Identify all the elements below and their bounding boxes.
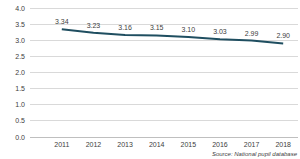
y-tick-label: 3.5 [15, 21, 25, 28]
grid-line [30, 120, 298, 121]
y-tick-label: 1.5 [15, 85, 25, 92]
grid-line [30, 24, 298, 25]
x-tick-label: 2011 [54, 141, 69, 148]
data-label: 2.99 [245, 30, 259, 37]
x-tick-label: 2015 [181, 141, 197, 148]
grid-line [30, 104, 298, 105]
y-tick-label: 3.0 [15, 37, 25, 44]
grid-line [30, 8, 298, 9]
data-label: 3.03 [213, 28, 227, 35]
data-label: 3.23 [87, 22, 101, 29]
x-tick-label: 2016 [212, 141, 228, 148]
data-label: 2.90 [276, 32, 290, 39]
data-label: 3.34 [55, 18, 69, 25]
y-tick-label: 1.0 [15, 101, 25, 108]
y-tick-label: 0.5 [15, 117, 25, 124]
y-tick-label: 4.0 [15, 5, 25, 12]
grid-line [30, 137, 298, 138]
source-note: Source: National pupil database [212, 151, 298, 157]
y-tick-label: 2.5 [15, 53, 25, 60]
grid-line [30, 72, 298, 73]
x-tick-label: 2018 [275, 141, 291, 148]
data-label: 3.16 [118, 24, 132, 31]
x-tick-label: 2012 [86, 141, 102, 148]
y-tick-label: 2.0 [15, 69, 25, 76]
data-label: 3.10 [182, 26, 196, 33]
x-tick-label: 2017 [244, 141, 260, 148]
x-tick-label: 2013 [117, 141, 133, 148]
data-label: 3.15 [150, 24, 164, 31]
chart: 0.0 0.5 1.0 1.5 2.0 2.5 3.0 3.5 4.0 2011 2012 2013 2… [0, 0, 300, 159]
plot-area [62, 29, 283, 43]
grid-line [30, 56, 298, 57]
x-tick-label: 2014 [149, 141, 165, 148]
line [62, 29, 283, 43]
y-tick-label: 0.0 [15, 134, 25, 141]
grid-line [30, 88, 298, 89]
